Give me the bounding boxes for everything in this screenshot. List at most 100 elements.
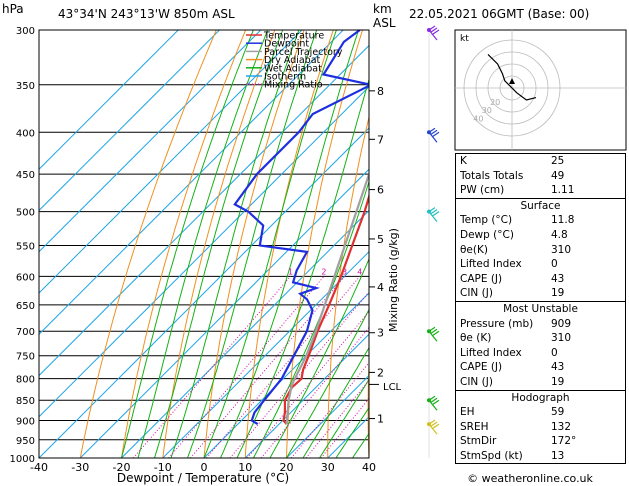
mixing-ratio-label: 10	[406, 267, 416, 276]
temperature-line	[282, 192, 369, 425]
temperature-tick-label: 10	[238, 461, 252, 474]
row-label: StmDir	[460, 435, 497, 448]
row-label: Lifted Index	[460, 346, 522, 359]
km-tick-label: 7	[377, 133, 384, 146]
table-row: Lifted Index 0	[456, 346, 625, 361]
pressure-tick-label: 350	[16, 81, 35, 92]
isotherm-line	[39, 30, 344, 335]
dry-adiabat-line	[367, 352, 369, 458]
sounding-profiles: 1 2 3 4 6 8 10 16 20 25	[233, 30, 444, 426]
row-label: CAPE (J)	[460, 272, 503, 285]
mixing-ratio-label: 2	[321, 267, 326, 276]
temperature-tick-label: 40	[362, 461, 376, 474]
wind-barb	[428, 395, 440, 411]
location-title: 43°34'N 243°13'W 850m ASL	[58, 7, 235, 21]
legend-entry: Dewpoint	[264, 39, 309, 50]
dewpoint-line	[233, 30, 369, 426]
legend-entry: Parcel Trajectory	[264, 47, 343, 58]
km-tick-label: 1	[377, 413, 384, 426]
row-value: 13	[551, 449, 565, 462]
mixing-ratio-line	[168, 276, 325, 458]
legend-entry: Isotherm	[264, 72, 306, 83]
wind-barbs	[427, 25, 440, 458]
pressure-tick-label: 550	[16, 241, 35, 252]
hodograph-frame	[454, 29, 627, 151]
row-label: CIN (J)	[460, 375, 493, 388]
row-value: 59	[551, 406, 565, 419]
row-label: Temp (°C)	[460, 214, 513, 227]
temperature-tick-label: -30	[71, 461, 89, 474]
axes: 3003504004505005506006507007508008509009…	[10, 26, 384, 474]
row-value: 11.8	[551, 214, 575, 227]
pressure-tick-label: 700	[16, 327, 35, 338]
isotherm-line	[39, 127, 369, 458]
wind-barb	[428, 25, 440, 41]
mixing-ratio-line	[229, 291, 369, 458]
plot-frame	[38, 29, 370, 459]
pressure-tick-label: 900	[16, 417, 35, 428]
mixing-ratio-axis-label: Mixing Ratio (g/kg)	[387, 228, 400, 332]
pressure-tick-label: 400	[16, 128, 35, 139]
row-value: 909	[551, 317, 572, 330]
footer-credit: © weatheronline.co.uk	[467, 472, 593, 485]
table-title: Surface	[520, 199, 561, 212]
wet-adiabat-line	[319, 378, 369, 458]
legend-entry: Temperature	[263, 31, 324, 42]
wet-adiabat-line	[236, 77, 369, 458]
pressure-tick-label: 950	[16, 436, 35, 447]
row-label: Pressure (mb)	[460, 317, 534, 330]
row-value: 0	[551, 258, 558, 271]
storm-motion-arrow-icon	[509, 78, 515, 84]
isotherm-line	[39, 86, 369, 418]
row-value: 25	[551, 155, 565, 167]
km-tick-label: 2	[377, 366, 384, 379]
isotherm-line	[244, 333, 369, 458]
isotherm-line	[79, 168, 369, 458]
mixing-ratio-label: 16	[434, 267, 444, 276]
row-label: Totals Totals	[460, 169, 524, 182]
isotherm-line	[39, 30, 262, 253]
table-row: CIN (J) 19	[456, 286, 625, 301]
pressure-tick-label: 800	[16, 375, 35, 386]
mixing-ratio-line	[290, 361, 369, 458]
dry-adiabat-line	[244, 30, 334, 458]
row-value: 49	[551, 169, 565, 182]
legend-entry: Dry Adiabat	[264, 55, 321, 66]
table-title: Hodograph	[511, 391, 570, 404]
row-value: 1.11	[551, 184, 575, 197]
pressure-tick-label: 300	[16, 26, 35, 37]
temperature-tick-label: 30	[321, 461, 335, 474]
row-value: 19	[551, 287, 565, 300]
table-row: Pressure (mb) 909	[456, 317, 625, 332]
row-label: θe(K)	[460, 243, 488, 256]
km-unit-label: km	[373, 2, 392, 16]
table-row: CAPE (J) 43	[456, 272, 625, 287]
row-value: 132	[551, 420, 572, 433]
wet-adiabat-line	[220, 30, 360, 458]
row-value: 172°	[551, 435, 577, 448]
row-value: 4.8	[551, 228, 568, 241]
asl-unit-label: ASL	[373, 16, 396, 30]
km-tick-label: 8	[377, 85, 384, 98]
table-row: θe (K) 310	[456, 331, 625, 346]
surface-table: Surface Temp (°C) 11.8 Dewp (°C) 4.8 θe(K) 310…	[455, 197, 626, 302]
indices-table: K 25 Totals Totals 49 PW (cm) 1.11	[455, 153, 626, 199]
row-value: 310	[551, 332, 572, 345]
hpa-unit-label: hPa	[2, 2, 24, 16]
row-label: CIN (J)	[460, 287, 493, 300]
hodograph-ring-label: 20	[490, 98, 500, 107]
temperature-tick-label: -20	[113, 461, 131, 474]
dry-adiabat-line	[162, 30, 276, 458]
most-unstable-table: Most Unstable Pressure (mb) 909 θe (K) 310 Li…	[455, 300, 626, 391]
mixing-ratio-line	[206, 276, 361, 458]
km-tick-label: 5	[377, 233, 384, 246]
hodograph-unit-label: kt	[460, 34, 469, 44]
pressure-tick-label: 1000	[10, 454, 35, 465]
lcl-label: LCL	[383, 382, 402, 393]
isotherm-line	[39, 30, 179, 170]
mixing-ratio-label: 4	[357, 267, 362, 276]
isotherm-line	[162, 251, 369, 458]
row-label: StmSpd (kt)	[460, 449, 523, 462]
pressure-tick-label: 850	[16, 396, 35, 407]
